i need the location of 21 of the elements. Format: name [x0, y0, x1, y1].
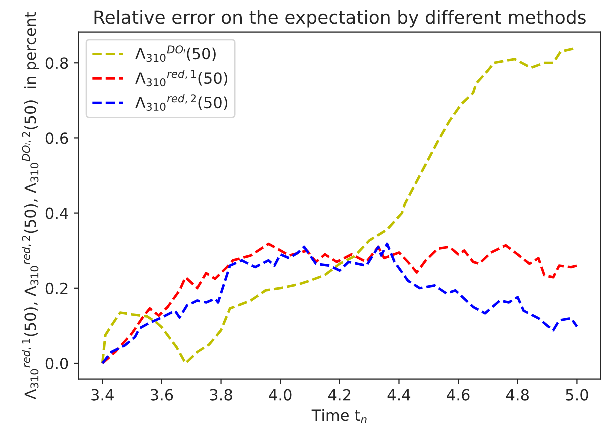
x-tick-label: 4.2: [328, 389, 351, 401]
text: Λ$_{310}$$^{red,1}$(50), Λ$_{310}$$^{red,2}$(50), Λ$_{310}$$^{DOₗ,2}$(50) in percent: [22, 12, 40, 400]
line-series: [101, 242, 578, 365]
y-tick-label: 0.6: [46, 132, 68, 144]
x-tick-label: 4.0: [269, 389, 292, 401]
y-tick-label: 0.4: [46, 208, 68, 220]
legend-label: Λ$_{310}$$^{DOₗ}$(50): [136, 46, 216, 62]
x-tick-label: 4.4: [388, 389, 411, 401]
x-tick-label: 4.8: [506, 389, 529, 401]
x-axis-title: Time t$_{n}$: [312, 409, 367, 424]
x-tick-label: 4.6: [447, 389, 470, 401]
y-tick-label: 0.2: [46, 282, 68, 294]
x-tick-label: 3.6: [150, 389, 174, 401]
y-tick-label: 0.0: [46, 358, 68, 370]
x-tick-label: 3.4: [92, 389, 114, 401]
chart-title: Relative error on the expectation by different methods: [94, 10, 586, 28]
x-tick-label: 3.8: [210, 389, 232, 401]
legend-label: Λ$_{310}$$^{red,1}$(50): [136, 70, 228, 87]
legend-label: Λ$_{310}$$^{red,2}$(50): [136, 94, 228, 112]
y-tick-label: 0.8: [46, 58, 68, 70]
x-tick-label: 5.0: [566, 389, 588, 401]
